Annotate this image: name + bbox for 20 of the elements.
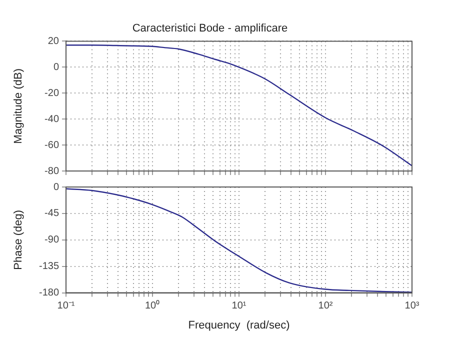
y-tick-label: -20 <box>44 88 60 99</box>
x-tick-label: 10⁰ <box>144 300 160 312</box>
x-tick-label: 10⁻¹ <box>57 300 76 312</box>
chart-title: Caracteristici Bode - amplificare <box>132 22 288 35</box>
y-axis-title: Magnitude (dB) <box>12 68 25 144</box>
y-tick-label: -80 <box>44 166 60 177</box>
y-tick-label: 0 <box>53 62 60 73</box>
y-axis-title: Phase (deg) <box>12 210 25 270</box>
y-tick-label: -135 <box>38 261 60 272</box>
y-tick-label: -90 <box>44 234 60 246</box>
x-tick-label: 10² <box>318 300 334 312</box>
y-tick-label: -40 <box>44 114 60 125</box>
y-tick-label: 0 <box>53 182 60 193</box>
y-tick-label: -60 <box>44 140 60 151</box>
y-tick-label: 20 <box>48 36 60 47</box>
x-tick-label: 10¹ <box>232 300 247 312</box>
x-tick-label: 10³ <box>404 300 420 312</box>
y-tick-label: -45 <box>44 208 60 220</box>
x-axis-title: Frequency (rad/sec) <box>188 319 290 332</box>
y-tick-label: -180 <box>38 288 60 299</box>
